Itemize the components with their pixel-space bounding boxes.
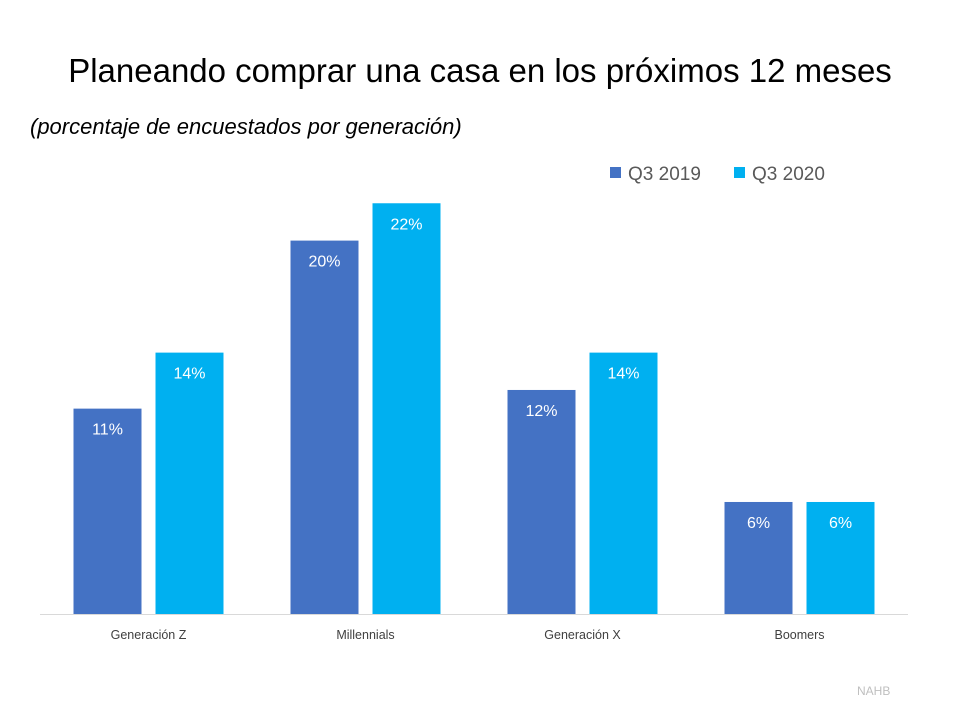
x-tick-label: Boomers — [774, 628, 824, 642]
chart-title: Planeando comprar una casa en los próxim… — [68, 52, 892, 89]
x-tick-label: Generación X — [544, 628, 621, 642]
data-label: 14% — [173, 366, 205, 383]
legend-swatch — [734, 167, 745, 178]
x-tick-label: Millennials — [336, 628, 394, 642]
bar — [73, 408, 142, 614]
bar — [806, 501, 875, 614]
data-label: 12% — [525, 403, 557, 420]
bar — [507, 389, 576, 614]
bar — [290, 240, 359, 614]
bar — [724, 501, 793, 614]
data-label: 22% — [390, 216, 422, 233]
legend-label: Q3 2019 — [628, 164, 701, 185]
data-label: 11% — [92, 422, 123, 439]
data-label: 20% — [308, 254, 340, 271]
x-tick-label: Generación Z — [111, 628, 187, 642]
legend-label: Q3 2020 — [752, 164, 825, 185]
data-label: 14% — [607, 366, 639, 383]
data-label: 6% — [747, 515, 770, 532]
bar — [155, 352, 224, 614]
chart-subtitle: (porcentaje de encuestados por generació… — [30, 114, 462, 139]
bar — [372, 203, 441, 614]
source-label: NAHB — [857, 684, 891, 698]
legend-swatch — [610, 167, 621, 178]
bar — [589, 352, 658, 614]
data-label: 6% — [829, 515, 852, 532]
